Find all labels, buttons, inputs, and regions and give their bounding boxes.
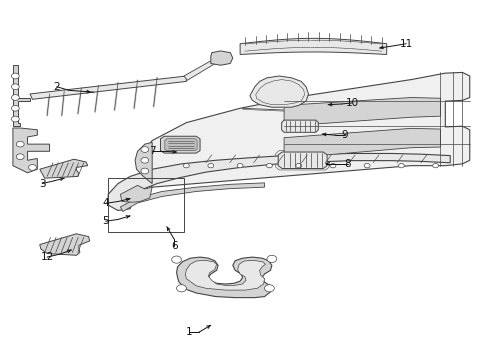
Polygon shape — [176, 257, 272, 298]
Circle shape — [16, 154, 24, 159]
Polygon shape — [135, 142, 152, 184]
Text: 4: 4 — [102, 198, 109, 208]
Bar — [108, 178, 184, 232]
Text: 11: 11 — [400, 39, 413, 49]
Polygon shape — [13, 65, 30, 126]
Circle shape — [183, 163, 189, 168]
Polygon shape — [40, 234, 90, 255]
Circle shape — [398, 163, 404, 168]
Circle shape — [237, 163, 243, 168]
Polygon shape — [284, 98, 441, 126]
Text: 7: 7 — [149, 146, 155, 156]
Text: 6: 6 — [171, 241, 177, 251]
Text: 5: 5 — [102, 216, 109, 226]
Text: 10: 10 — [346, 98, 359, 108]
Circle shape — [208, 163, 214, 168]
Polygon shape — [282, 120, 319, 132]
Polygon shape — [211, 51, 233, 65]
Text: 9: 9 — [342, 130, 348, 140]
Text: 1: 1 — [186, 327, 192, 337]
Text: 2: 2 — [53, 82, 60, 92]
Polygon shape — [143, 72, 470, 187]
Text: 3: 3 — [39, 179, 46, 189]
Circle shape — [11, 95, 19, 100]
Polygon shape — [185, 260, 266, 290]
Polygon shape — [165, 139, 197, 150]
Polygon shape — [30, 76, 186, 99]
Polygon shape — [121, 185, 152, 202]
Polygon shape — [160, 136, 200, 153]
Circle shape — [28, 165, 36, 170]
Circle shape — [11, 73, 19, 79]
Text: 12: 12 — [41, 252, 54, 262]
Polygon shape — [121, 183, 265, 212]
Polygon shape — [278, 152, 327, 168]
Circle shape — [267, 255, 277, 262]
Polygon shape — [13, 128, 49, 173]
Circle shape — [364, 163, 370, 168]
Circle shape — [141, 147, 149, 152]
Polygon shape — [240, 39, 387, 54]
Circle shape — [265, 285, 274, 292]
Polygon shape — [108, 153, 450, 211]
Circle shape — [16, 141, 24, 147]
Circle shape — [11, 105, 19, 111]
Circle shape — [11, 116, 19, 122]
Circle shape — [11, 84, 19, 90]
Circle shape — [433, 163, 439, 168]
Circle shape — [172, 256, 181, 263]
Polygon shape — [40, 159, 88, 178]
Polygon shape — [184, 58, 218, 80]
Circle shape — [296, 163, 302, 168]
Circle shape — [141, 168, 149, 174]
Circle shape — [267, 163, 272, 168]
Circle shape — [141, 157, 149, 163]
Polygon shape — [284, 129, 441, 158]
Text: 8: 8 — [344, 159, 351, 169]
Circle shape — [176, 285, 186, 292]
Polygon shape — [250, 76, 309, 107]
Circle shape — [330, 163, 336, 168]
